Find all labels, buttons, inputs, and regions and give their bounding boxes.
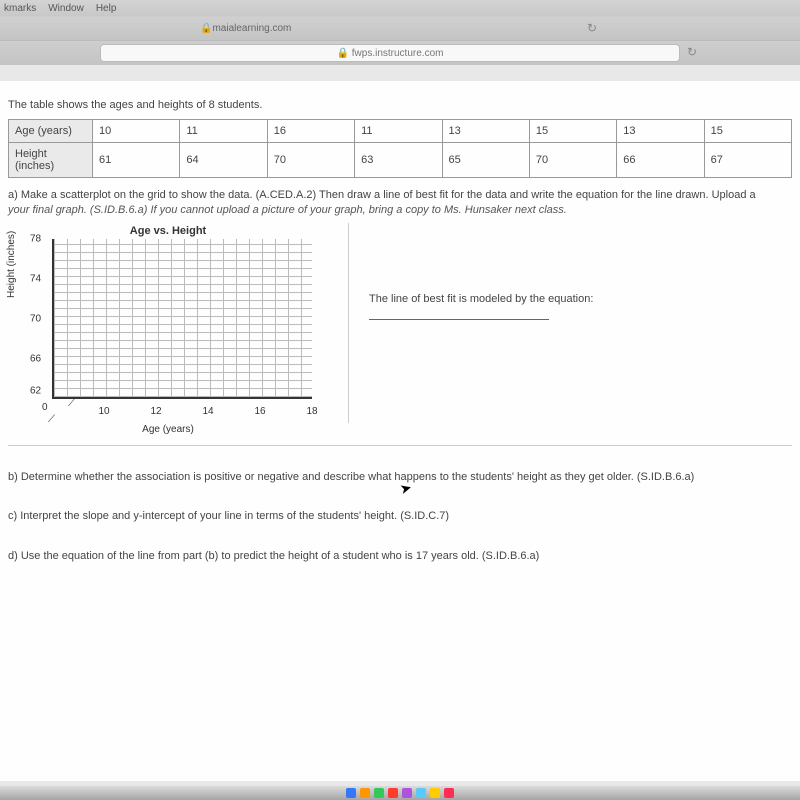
x-tick-label: 10 xyxy=(98,406,109,417)
table-cell: 16 xyxy=(267,120,354,143)
table-cell: 15 xyxy=(704,120,791,143)
row-header: Height (inches) xyxy=(9,143,93,178)
dock-app-icon[interactable] xyxy=(444,788,454,798)
y-tick-label: 74 xyxy=(30,273,41,284)
question-d: d) Use the equation of the line from par… xyxy=(8,549,792,564)
question-text-italic: your final graph. (S.ID.B.6.a) If you ca… xyxy=(8,204,567,216)
answer-prompt: The line of best fit is modeled by the e… xyxy=(369,293,792,305)
dock-app-icon[interactable] xyxy=(360,788,370,798)
graph-answer-row: Age vs. Height Height (inches) Age (year… xyxy=(8,223,792,446)
question-c: c) Interpret the slope and y-intercept o… xyxy=(8,509,792,524)
y-tick-label: 66 xyxy=(30,353,41,364)
table-cell: 61 xyxy=(93,143,180,178)
table-row: Height (inches) 61 64 70 63 65 70 66 67 xyxy=(9,143,792,178)
y-tick-label: 78 xyxy=(30,233,41,244)
table-cell: 64 xyxy=(180,143,267,178)
table-row: Age (years) 10 11 16 11 13 15 13 15 xyxy=(9,120,792,143)
browser-tabbar: 🔒 maialearning.com ↻ xyxy=(0,17,800,41)
table-cell: 13 xyxy=(617,120,704,143)
table-cell: 10 xyxy=(93,120,180,143)
data-table: Age (years) 10 11 16 11 13 15 13 15 Heig… xyxy=(8,119,792,178)
table-cell: 70 xyxy=(529,143,616,178)
x-tick-label: 14 xyxy=(202,406,213,417)
dock-app-icon[interactable] xyxy=(346,788,356,798)
tab-title[interactable]: maialearning.com xyxy=(212,23,291,34)
x-tick-label: 12 xyxy=(150,406,161,417)
page-content: The table shows the ages and heights of … xyxy=(0,81,800,781)
menu-item[interactable]: kmarks xyxy=(4,3,36,14)
dock-app-icon[interactable] xyxy=(402,788,412,798)
answer-blank-line[interactable] xyxy=(369,319,549,320)
row-header: Age (years) xyxy=(9,120,93,143)
mac-dock xyxy=(0,786,800,800)
desktop-screen: kmarks Window Help 🔒 maialearning.com ↻ … xyxy=(0,0,800,800)
table-cell: 65 xyxy=(442,143,529,178)
address-text: fwps.instructure.com xyxy=(352,48,444,59)
chart-title: Age vs. Height xyxy=(8,225,328,237)
y-tick-label: 70 xyxy=(30,313,41,324)
y-tick-label: 62 xyxy=(30,385,41,396)
menu-item[interactable]: Help xyxy=(96,3,117,14)
reload-icon[interactable]: ↻ xyxy=(684,45,700,61)
dock-app-icon[interactable] xyxy=(430,788,440,798)
table-cell: 11 xyxy=(355,120,442,143)
question-text: a) Make a scatterplot on the grid to sho… xyxy=(8,189,756,201)
address-bar-row: 🔒 fwps.instructure.com ↻ xyxy=(0,41,800,65)
address-bar[interactable]: 🔒 fwps.instructure.com xyxy=(100,44,680,62)
table-cell: 70 xyxy=(267,143,354,178)
x-axis-label: Age (years) xyxy=(8,424,328,435)
table-cell: 13 xyxy=(442,120,529,143)
plot-area xyxy=(52,239,312,399)
axis-break-icon: ⟋ xyxy=(68,398,75,409)
browser-window: 🔒 maialearning.com ↻ 🔒 fwps.instructure.… xyxy=(0,16,800,800)
lock-icon: 🔒 xyxy=(337,48,349,59)
scatterplot-grid: Age vs. Height Height (inches) Age (year… xyxy=(8,223,328,433)
question-a: a) Make a scatterplot on the grid to sho… xyxy=(8,188,792,219)
x-tick-label: 18 xyxy=(306,406,317,417)
lock-icon: 🔒 xyxy=(200,23,212,34)
origin-label: 0 xyxy=(42,402,48,413)
intro-text: The table shows the ages and heights of … xyxy=(8,99,792,111)
dock-app-icon[interactable] xyxy=(416,788,426,798)
dock-app-icon[interactable] xyxy=(388,788,398,798)
reload-icon[interactable]: ↻ xyxy=(584,21,600,37)
answer-area: The line of best fit is modeled by the e… xyxy=(348,223,792,423)
x-tick-label: 16 xyxy=(254,406,265,417)
table-cell: 11 xyxy=(180,120,267,143)
axis-break-icon: ⟋ xyxy=(48,414,55,425)
table-cell: 15 xyxy=(529,120,616,143)
table-cell: 63 xyxy=(355,143,442,178)
mac-menubar: kmarks Window Help xyxy=(0,0,800,16)
table-cell: 66 xyxy=(617,143,704,178)
table-cell: 67 xyxy=(704,143,791,178)
dock-app-icon[interactable] xyxy=(374,788,384,798)
y-axis-label: Height (inches) xyxy=(6,231,17,298)
menu-item[interactable]: Window xyxy=(48,3,84,14)
